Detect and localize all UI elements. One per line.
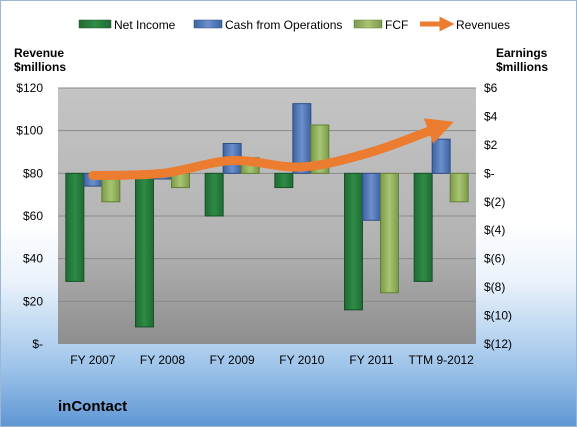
category-label: FY 2007	[70, 353, 115, 367]
right-tick-label: $(6)	[484, 252, 505, 266]
left-tick-label: $40	[23, 252, 43, 266]
left-axis-ticks: $- $20 $40 $60 $80 $100 $120	[16, 81, 43, 351]
right-tick-label: $4	[484, 109, 498, 123]
bar-net-income	[65, 172, 85, 282]
category-label: FY 2008	[140, 353, 185, 367]
legend-label-fcf: FCF	[385, 18, 408, 32]
bar-net-income	[344, 172, 363, 311]
right-tick-label: $2	[484, 138, 498, 152]
right-axis-title-line1: Earnings	[496, 46, 548, 60]
category-axis-ticks: FY 2007 FY 2008 FY 2009 FY 2010 FY 2011 TTM 9…	[70, 353, 474, 367]
legend-item-revenues: Revenues	[420, 16, 510, 32]
bar-net-income	[135, 172, 154, 328]
legend-label-revenues: Revenues	[456, 18, 510, 32]
legend-label-cash-from-operations: Cash from Operations	[225, 18, 342, 32]
legend: Net Income Cash from Operations FCF Reve…	[78, 16, 510, 32]
bar-net-income	[204, 172, 224, 217]
bar-cash-from-operations	[431, 138, 451, 174]
left-axis-title-line1: Revenue	[14, 46, 64, 60]
bar-fcf	[449, 172, 469, 203]
legend-swatch-fcf	[353, 19, 383, 29]
legend-item-fcf: FCF	[353, 18, 408, 32]
right-axis-title-line2: $millions	[496, 60, 548, 74]
bar-net-income	[274, 172, 294, 189]
revenue-line	[88, 118, 454, 180]
line-revenues	[88, 118, 454, 180]
bar-cash-from-operations	[362, 172, 381, 221]
category-label: TTM 9-2012	[408, 353, 474, 367]
left-tick-label: $-	[32, 337, 43, 351]
right-tick-label: $-	[484, 166, 495, 180]
bar-net-income	[413, 172, 433, 282]
legend-item-net-income: Net Income	[78, 18, 176, 32]
category-label: FY 2010	[279, 353, 324, 367]
right-tick-label: $(8)	[484, 280, 505, 294]
legend-swatch-net-income	[78, 19, 112, 29]
company-name: inContact	[58, 398, 128, 415]
left-tick-label: $20	[23, 294, 43, 308]
left-axis-title-line2: $millions	[14, 60, 66, 74]
gridlines	[58, 87, 476, 302]
legend-swatch-cash-from-operations	[193, 19, 223, 29]
right-tick-label: $(4)	[484, 223, 505, 237]
left-tick-label: $80	[23, 166, 43, 180]
right-tick-label: $(12)	[484, 337, 512, 351]
right-tick-label: $(10)	[484, 309, 512, 323]
category-label: FY 2011	[349, 353, 394, 367]
left-tick-label: $100	[16, 124, 43, 138]
legend-label-net-income: Net Income	[114, 18, 176, 32]
bar-fcf	[380, 172, 399, 294]
bars	[65, 103, 469, 328]
right-axis-ticks: $(12) $(10) $(8) $(6) $(4) $(2) $- $2 $4 $6	[484, 81, 512, 351]
category-label: FY 2009	[210, 353, 255, 367]
left-tick-label: $120	[16, 81, 43, 95]
right-tick-label: $6	[484, 81, 498, 95]
left-tick-label: $60	[23, 209, 43, 223]
legend-item-cash-from-operations: Cash from Operations	[193, 18, 342, 32]
right-tick-label: $(2)	[484, 195, 505, 209]
